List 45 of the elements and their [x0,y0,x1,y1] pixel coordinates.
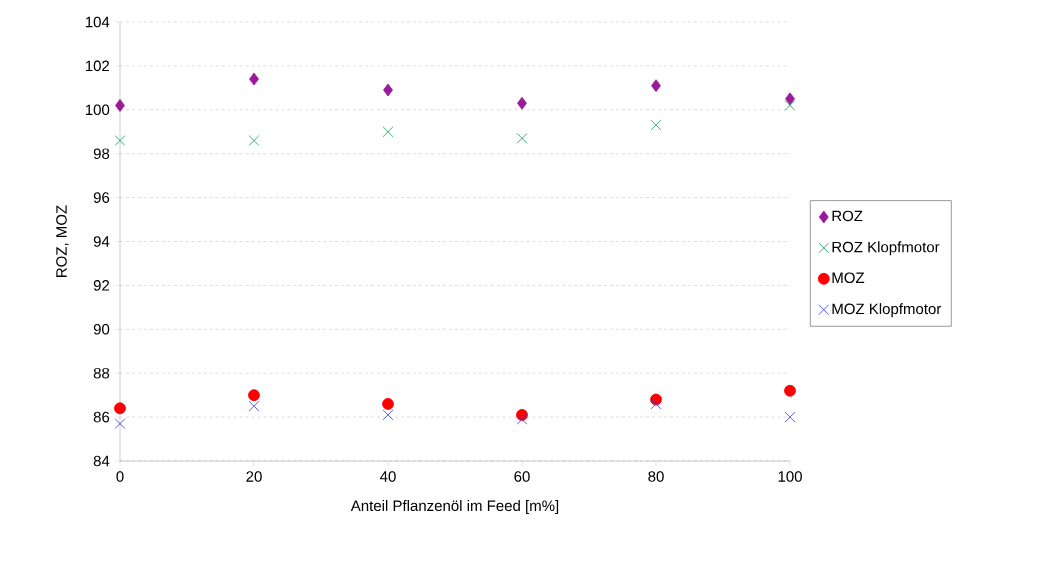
point [651,79,661,93]
x-tick-label: 60 [514,471,530,482]
y-tick-label: 100 [85,104,110,116]
legend-label: MOZ Klopfmotor [832,303,942,318]
point [516,132,528,144]
point [784,411,796,423]
point [383,83,393,97]
x-tick-label: 40 [380,471,396,482]
x-tick-label: 0 [116,471,124,482]
x-tick-label: 100 [778,471,802,482]
point [650,398,662,410]
point [114,418,126,430]
y-tick-label: 102 [85,60,110,72]
point [650,119,662,131]
point [382,398,394,410]
y-tick-label: 94 [93,236,110,247]
y-tick-label: 104 [85,16,110,28]
y-tick-label: 88 [93,367,110,379]
point [115,99,125,112]
point [517,96,527,110]
point [382,409,394,421]
point [114,135,126,146]
y-tick-label: 92 [93,280,110,291]
point [248,135,260,146]
y-tick-label: 96 [93,192,110,203]
x-tick-label: 80 [648,471,664,482]
y-tick-label: 98 [93,148,110,159]
legend-label: ROZ [832,210,863,222]
point [248,400,260,412]
legend-label: MOZ [832,272,865,284]
y-tick-label: 84 [93,455,110,467]
x-axis-title: Anteil Pflanzenöl im Feed [m%] [350,500,559,514]
point [785,92,795,106]
point [784,100,796,111]
point [249,72,259,86]
point [114,402,126,415]
point [784,384,796,397]
y-axis-title: ROZ, MOZ [56,205,69,277]
legend-label: ROZ Klopfmotor [832,241,940,256]
point [248,389,260,402]
point [382,126,394,138]
point [516,413,528,425]
y-tick-label: 86 [93,411,110,423]
y-tick-label: 90 [93,323,110,335]
x-tick-label: 20 [246,471,262,482]
